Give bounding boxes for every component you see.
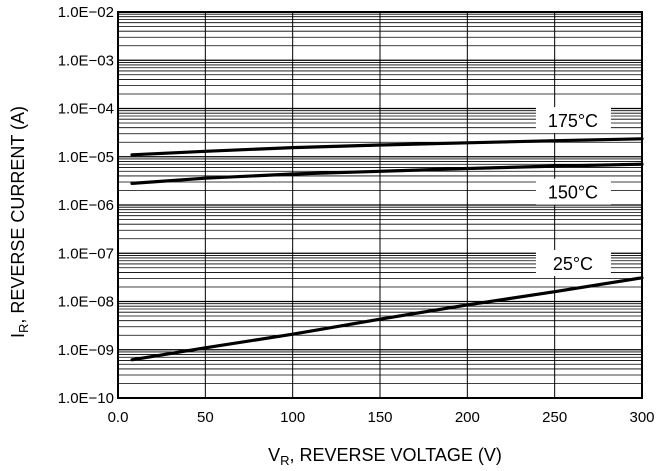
y-tick-label: 1.0E−10	[58, 390, 114, 407]
x-axis-label: VR, REVERSE VOLTAGE (V)	[268, 445, 502, 468]
series-label-background	[535, 107, 611, 134]
series-line	[130, 137, 644, 157]
major-gridlines	[117, 11, 643, 399]
series-label-background	[535, 178, 611, 205]
y-tick-label: 1.0E−03	[58, 52, 114, 69]
x-tick-label: 250	[542, 409, 567, 426]
y-tick-label: 1.0E−02	[58, 4, 114, 21]
y-tick-label: 1.0E−08	[58, 294, 114, 311]
x-tick-labels: 0.0 50 100 150 200 250 300	[108, 409, 655, 426]
y-tick-label: 1.0E−04	[58, 101, 114, 118]
y-axis-label: IR, REVERSE CURRENT (A)	[8, 106, 31, 338]
x-tick-label: 100	[280, 409, 305, 426]
x-tick-label: 200	[455, 409, 480, 426]
x-tick-label: 300	[629, 409, 654, 426]
series-labels: 175°C 150°C 25°C	[535, 107, 611, 276]
series-line	[130, 162, 644, 185]
series-label: 175°C	[548, 111, 598, 131]
series-label: 25°C	[553, 254, 593, 274]
x-tick-label: 150	[367, 409, 392, 426]
y-tick-labels: 1.0E−10 1.0E−09 1.0E−08 1.0E−07 1.0E−06 1.0E−…	[58, 4, 114, 407]
series-label: 150°C	[548, 183, 598, 203]
series-lines	[130, 137, 644, 362]
plot-frame	[117, 11, 643, 399]
y-tick-label: 1.0E−09	[58, 342, 114, 359]
x-tick-label: 50	[197, 409, 214, 426]
y-tick-label: 1.0E−05	[58, 149, 114, 166]
y-tick-label: 1.0E−07	[58, 245, 114, 262]
series-line	[130, 276, 644, 362]
series-label-background	[535, 249, 611, 276]
y-tick-label: 1.0E−06	[58, 197, 114, 214]
x-tick-label: 0.0	[108, 409, 129, 426]
